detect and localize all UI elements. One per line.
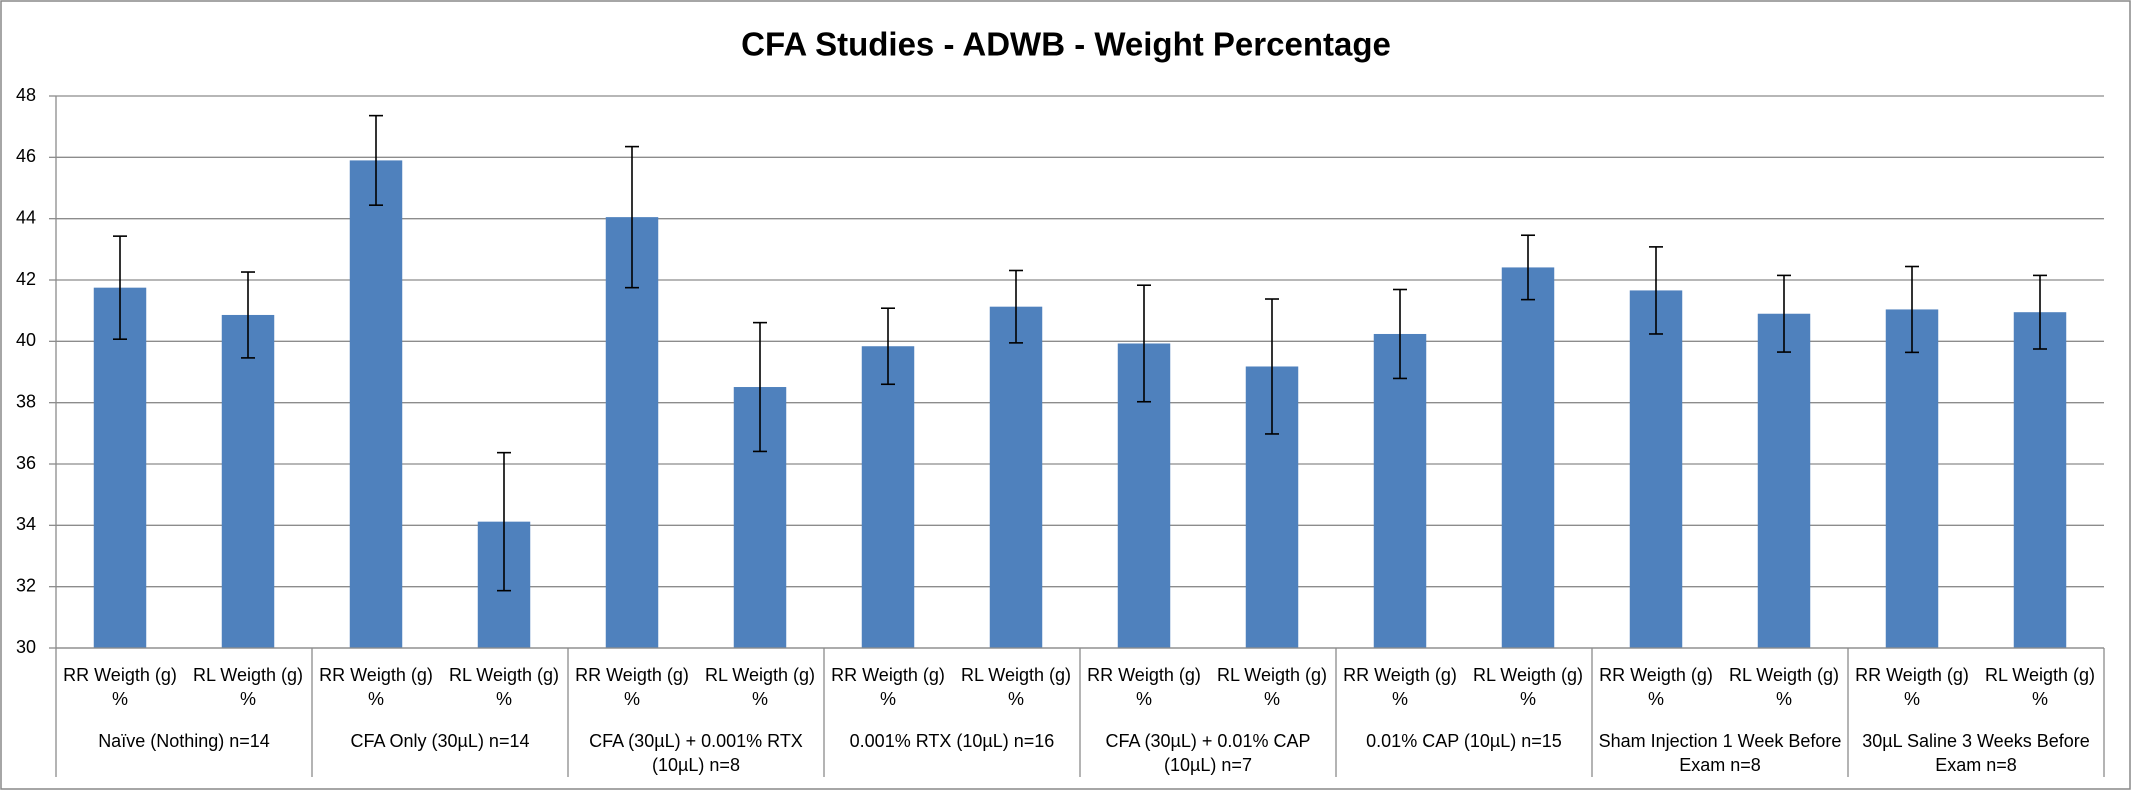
bar [1629,290,1683,648]
x-tick-label: RL Weigth (g) % [1728,665,1840,709]
y-tick-label: 34 [16,514,36,534]
x-tick-label: RR Weigth (g) % [319,665,433,709]
bar [861,346,915,648]
group-label: Naïve (Nothing) n=14 [98,731,270,751]
x-tick-label: RL Weigth (g) % [1984,665,2096,709]
y-tick-label: 36 [16,453,36,473]
group-label: Sham Injection 1 Week Before Exam n=8 [1598,731,1842,775]
bar [1885,309,1939,648]
y-tick-label: 46 [16,146,36,166]
bar [1373,333,1427,648]
group-label: 0.001% RTX (10µL) n=16 [849,731,1055,751]
x-tick-label: RR Weigth (g) % [1087,665,1201,709]
chart-title: CFA Studies - ADWB - Weight Percentage [741,26,1391,63]
bar [221,314,275,648]
x-tick-label: RR Weigth (g) % [1343,665,1457,709]
x-tick-label: RR Weigth (g) % [831,665,945,709]
group-label: CFA (30µL) + 0.001% RTX (10µL) n=8 [589,731,803,775]
x-tick-label: RL Weigth (g) % [192,665,304,709]
x-tick-label: RR Weigth (g) % [575,665,689,709]
x-tick-label: RL Weigth (g) % [1216,665,1328,709]
y-tick-label: 44 [16,207,36,227]
bar [2013,312,2067,648]
y-tick-label: 32 [16,575,36,595]
x-tick-label: RL Weigth (g) % [448,665,560,709]
y-tick-label: 30 [16,637,36,657]
bar [989,306,1043,648]
bar [1501,267,1555,648]
group-label: CFA (30µL) + 0.01% CAP (10µL) n=7 [1105,731,1311,775]
x-tick-label: RR Weigth (g) % [63,665,177,709]
bar [1757,313,1811,648]
bar [93,287,147,648]
x-tick-label: RL Weigth (g) % [1472,665,1584,709]
bar [605,217,659,648]
group-label: CFA Only (30µL) n=14 [350,731,530,751]
group-label: 0.01% CAP (10µL) n=15 [1366,731,1562,751]
group-label: 30µL Saline 3 Weeks Before Exam n=8 [1862,731,2090,775]
x-tick-label: RR Weigth (g) % [1855,665,1969,709]
x-tick-label: RR Weigth (g) % [1599,665,1713,709]
y-tick-label: 48 [16,85,36,105]
x-tick-label: RL Weigth (g) % [960,665,1072,709]
y-tick-label: 38 [16,391,36,411]
y-tick-label: 42 [16,269,36,289]
x-tick-label: RL Weigth (g) % [704,665,816,709]
bar [349,160,403,648]
y-tick-label: 40 [16,330,36,350]
